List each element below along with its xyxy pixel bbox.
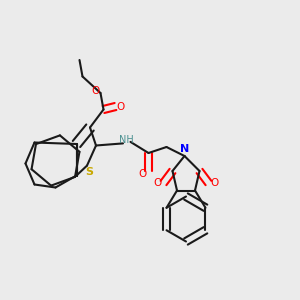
Text: O: O — [210, 178, 219, 188]
Text: O: O — [153, 178, 162, 188]
Text: S: S — [85, 167, 93, 177]
Text: N: N — [181, 144, 190, 154]
Text: O: O — [138, 169, 147, 179]
Text: O: O — [91, 85, 99, 96]
Text: NH: NH — [119, 135, 134, 145]
Text: O: O — [117, 101, 125, 112]
